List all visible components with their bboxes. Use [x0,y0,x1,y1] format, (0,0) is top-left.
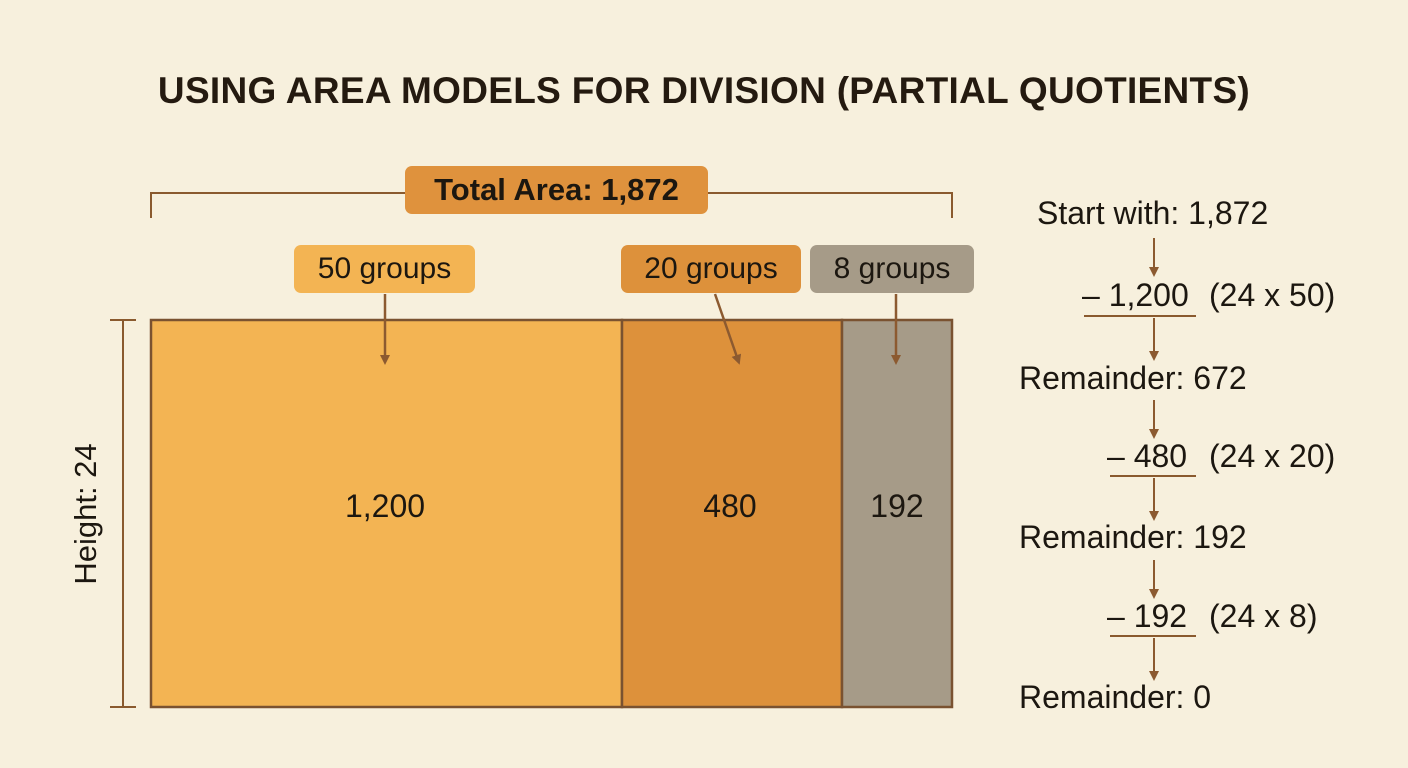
step-subtract-3: – 192 [1107,598,1188,634]
step-calc-3: (24 x 8) [1209,598,1318,634]
height-label: Height: 24 [68,443,103,585]
step-calc-2: (24 x 20) [1209,438,1336,474]
arrow-20-groups [713,293,742,365]
area-block-20 [620,318,844,709]
area-block-50 [149,318,624,709]
step-calc-1: (24 x 50) [1209,277,1336,313]
area-value-480: 480 [703,488,757,524]
area-value-1200: 1,200 [344,488,426,524]
label-20-groups: 20 groups [621,245,801,293]
step-remainder-3: Remainder: 0 [1019,679,1212,715]
height-bracket [110,319,136,708]
step-subtract-1: – 1,200 [1082,277,1189,313]
step-subtract-2: – 480 [1107,438,1188,474]
step-remainder-2: Remainder: 192 [1019,519,1247,555]
total-bracket [150,192,953,218]
area-value-192: 192 [870,488,924,524]
label-8-groups: 8 groups [810,245,974,293]
step-start: Start with: 1,872 [1037,195,1269,231]
step-remainder-1: Remainder: 672 [1019,360,1247,396]
diagram-title: USING AREA MODELS FOR DIVISION (PARTIAL … [157,70,1251,111]
label-50-groups: 50 groups [294,245,475,293]
total-area-label: Total Area: 1,872 [405,166,708,214]
